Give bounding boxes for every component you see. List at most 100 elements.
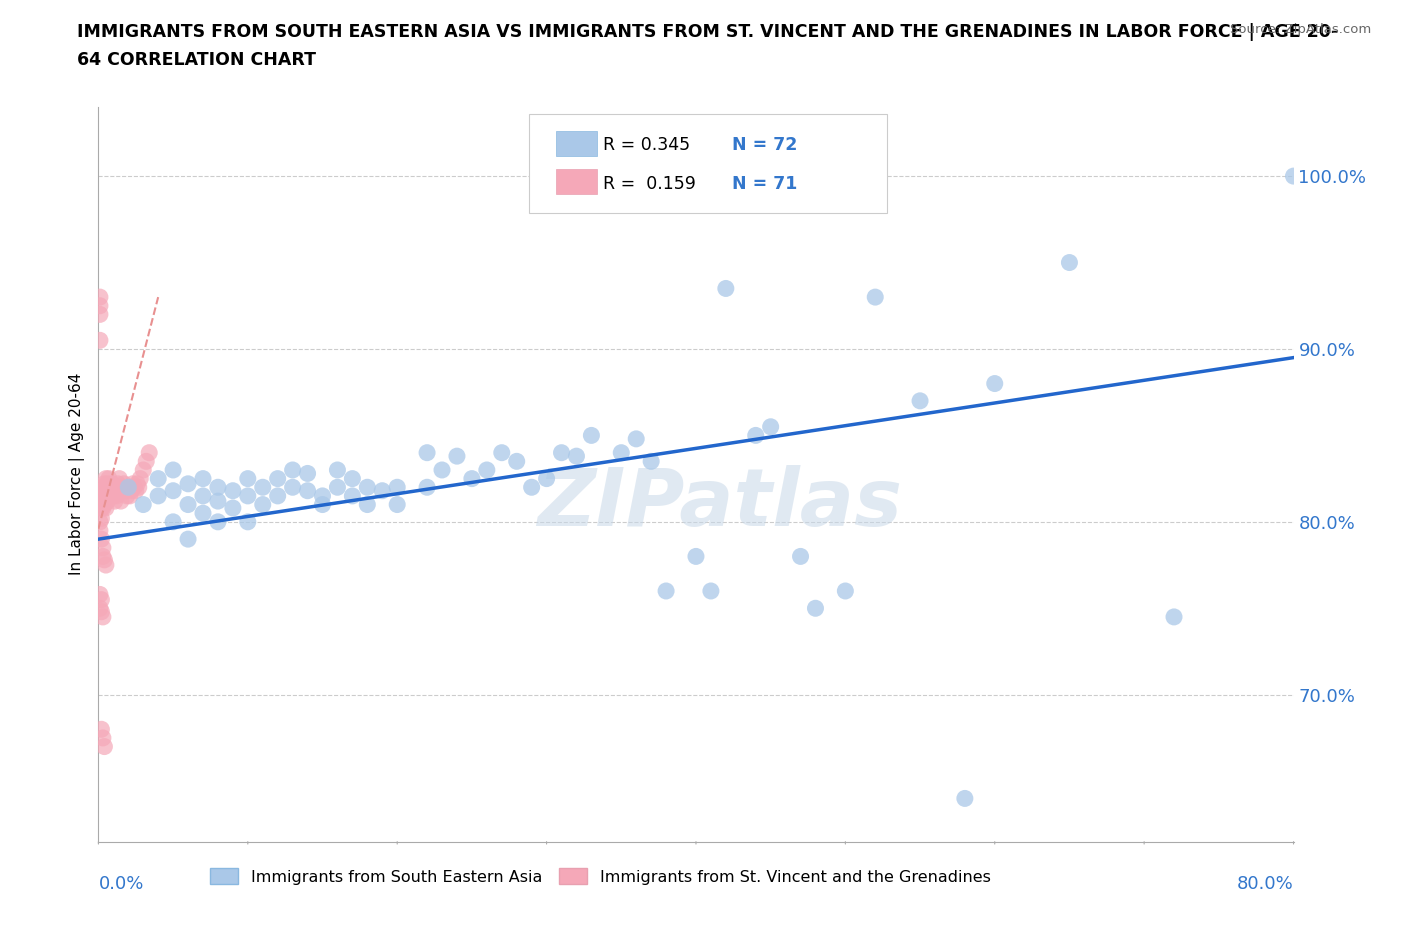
Point [117,480,139,495]
Point [91,480,114,495]
Text: R =  0.159: R = 0.159 [603,175,696,193]
FancyBboxPatch shape [557,168,596,193]
Point [129,472,152,486]
Point [97,484,120,498]
Point [177,498,200,512]
Point [700,583,723,598]
Point [89,601,111,616]
Point [177,532,200,547]
Point [107,484,129,498]
Point [148,472,170,486]
Point [94,472,117,486]
Point [148,488,170,503]
Point [138,445,160,460]
Point [506,454,529,469]
Point [626,432,648,446]
Point [114,484,136,498]
Point [89,289,111,304]
Point [93,552,115,567]
Point [90,722,112,737]
Point [96,484,118,498]
Point [128,480,150,495]
Point [1282,168,1305,183]
Point [356,498,378,512]
Point [191,506,214,521]
Point [101,484,124,498]
Point [110,484,132,498]
Point [640,454,662,469]
Point [105,480,128,495]
Point [101,476,124,491]
Point [91,484,114,498]
Point [191,488,214,503]
Point [94,558,117,573]
Point [804,601,827,616]
Point [112,476,135,491]
Point [191,472,214,486]
Point [297,466,319,481]
Point [89,587,111,602]
Point [89,523,111,538]
Point [98,488,122,503]
Point [91,730,114,745]
Point [118,488,141,503]
Point [105,488,128,503]
Point [90,511,112,525]
Point [91,609,114,624]
Point [162,484,184,498]
Point [89,514,111,529]
Point [536,472,558,486]
Point [475,462,498,477]
Point [565,448,588,463]
Point [132,498,155,512]
Point [207,514,229,529]
Point [581,428,603,443]
Point [207,480,229,495]
Y-axis label: In Labor Force | Age 20-64: In Labor Force | Age 20-64 [69,373,86,576]
Text: R = 0.345: R = 0.345 [603,137,690,154]
Point [759,419,782,434]
Text: ZIPatlas: ZIPatlas [537,465,903,543]
Point [326,480,349,495]
Point [162,462,184,477]
Point [93,498,115,512]
Point [115,488,138,503]
Point [108,480,131,495]
Point [89,307,111,322]
Legend: Immigrants from South Eastern Asia, Immigrants from St. Vincent and the Grenadin: Immigrants from South Eastern Asia, Immi… [204,861,997,891]
Point [103,480,125,495]
Point [236,472,259,486]
Point [222,500,245,515]
Point [953,791,976,806]
Point [177,476,200,491]
Text: IMMIGRANTS FROM SOUTH EASTERN ASIA VS IMMIGRANTS FROM ST. VINCENT AND THE GRENAD: IMMIGRANTS FROM SOUTH EASTERN ASIA VS IM… [77,23,1339,41]
Point [90,500,112,515]
Point [1059,255,1081,270]
Point [252,480,274,495]
Point [91,500,114,515]
Point [124,480,146,495]
Point [430,462,453,477]
Point [117,480,139,495]
Point [104,494,127,509]
Point [93,476,115,491]
Point [416,480,439,495]
Point [103,488,125,503]
Point [789,549,811,564]
Point [90,494,112,509]
Point [385,498,409,512]
Point [371,484,394,498]
Point [1163,609,1185,624]
Point [91,494,114,509]
Point [96,494,118,509]
FancyBboxPatch shape [557,131,596,156]
Point [236,514,259,529]
Point [127,476,149,491]
Point [385,480,409,495]
FancyBboxPatch shape [529,114,887,214]
Point [90,532,112,547]
Point [93,484,115,498]
Point [110,494,132,509]
Point [865,289,887,304]
Point [98,480,122,495]
